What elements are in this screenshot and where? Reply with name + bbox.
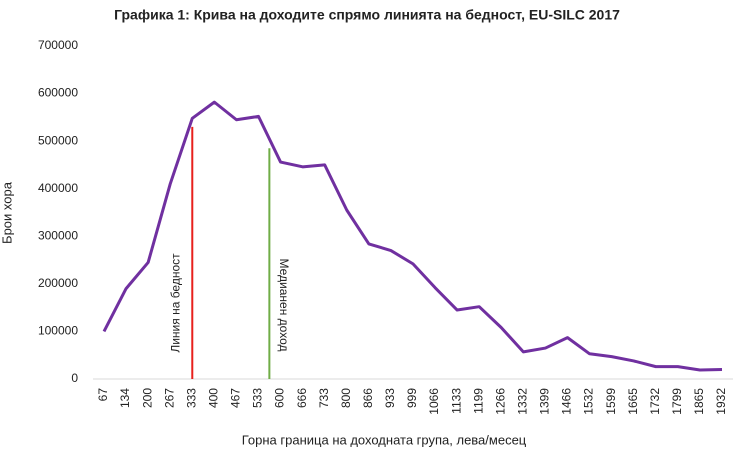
data-line [102,100,723,372]
x-tick-label: 533 [251,388,265,408]
x-tick-label: 999 [405,388,419,408]
x-tick-label: 733 [317,388,331,408]
x-tick-label: 1199 [471,388,485,414]
x-tick-label: 200 [140,388,154,408]
x-tick-label: 1799 [670,388,684,415]
x-axis-title: Горна граница на доходната група, лева/м… [242,432,527,447]
x-tick-label: 1266 [493,388,507,415]
x-tick-label: 600 [273,388,287,408]
x-tick-label: 67 [96,388,110,402]
y-tick-label: 200000 [38,276,78,290]
y-tick-label: 400000 [38,181,78,195]
x-tick-label: 467 [229,388,243,408]
x-tick-label: 400 [207,388,221,408]
x-tick-label: 1133 [449,388,463,414]
x-tick-label: 866 [361,388,375,408]
x-tick-label: 1466 [560,388,574,415]
y-tick-label: 100000 [38,324,78,338]
x-tick-label: 666 [295,388,309,408]
y-tick-label: 0 [71,371,78,385]
x-tick-label: 1932 [714,388,728,415]
y-tick-label: 600000 [38,86,78,100]
y-tick-label: 700000 [38,38,78,52]
x-tick-label: 333 [184,388,198,408]
reference-label: Медианен доход [277,259,291,352]
y-axis-title: Брои хора [0,181,14,244]
reference-label: Линия на бедност [168,253,182,353]
chart-title: Графика 1: Крива на доходите спрямо лини… [114,7,620,23]
x-tick-label: 933 [383,388,397,408]
x-tick-label: 134 [118,388,132,408]
x-tick-label: 1332 [516,388,530,415]
x-tick-label: 1532 [582,388,596,415]
x-tick-label: 1665 [626,388,640,415]
y-tick-label: 500000 [38,133,78,147]
x-tick-label: 267 [162,388,176,408]
x-tick-label: 1732 [648,388,662,415]
x-tick-label: 1066 [427,388,441,415]
x-tick-label: 1399 [538,388,552,415]
x-tick-label: 1865 [692,388,706,415]
x-tick-label: 1599 [604,388,618,415]
x-tick-label: 800 [339,388,353,408]
y-tick-label: 300000 [38,228,78,242]
